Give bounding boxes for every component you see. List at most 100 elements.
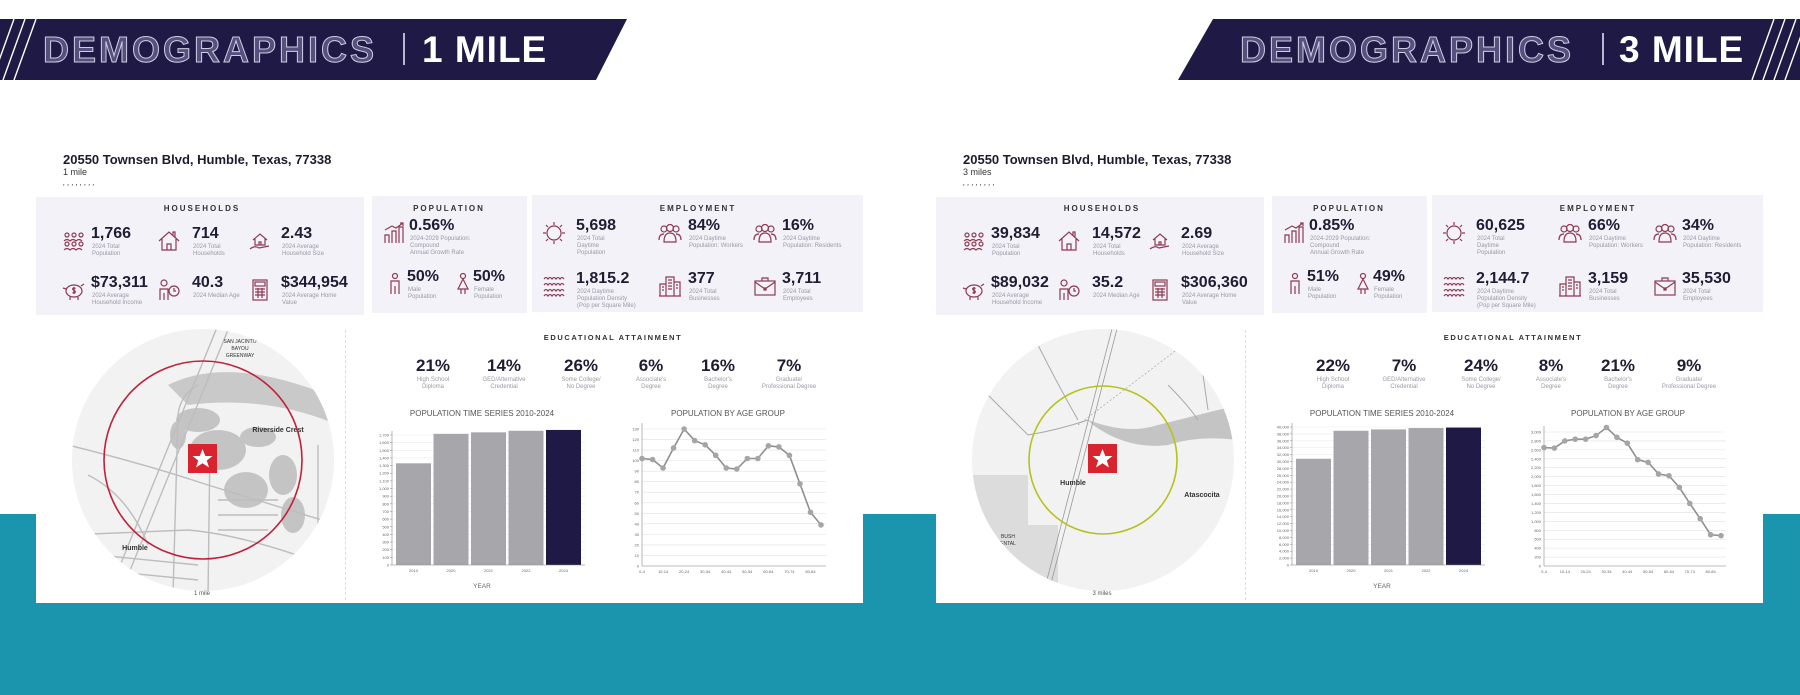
- employment-stat-value: 35,530: [1682, 270, 1731, 287]
- population-stat-value: 50%: [407, 268, 440, 285]
- map-water-body: [224, 472, 268, 508]
- radius-ring: [1028, 385, 1178, 535]
- households-stat-value: 35.2: [1092, 274, 1124, 291]
- population-stat-label: 2024-2029 Population: Compound Annual Gr…: [410, 236, 471, 256]
- employment-stat-value: 377: [688, 270, 715, 287]
- employment-stat-label: 2024 Total Daytime Population: [577, 236, 606, 256]
- education-value: 21%: [415, 356, 451, 375]
- male-icon: [1290, 272, 1300, 294]
- map-label: GREENWAY: [226, 353, 255, 359]
- map-road: [87, 474, 149, 546]
- employment-stat-label: 2024 Total Businesses: [689, 289, 720, 302]
- density-icon: [543, 276, 565, 298]
- map-label: SAN JACINTO: [224, 339, 257, 345]
- households-stat-value: 714: [192, 225, 219, 242]
- population-stat-value: 49%: [1373, 268, 1406, 285]
- households-stat-value: $73,311: [91, 274, 148, 291]
- map-river: [1202, 374, 1209, 411]
- education-label: High School Diploma: [1316, 377, 1350, 390]
- map-road: [172, 384, 199, 591]
- banner-separator: [403, 33, 405, 65]
- density-icon: [1443, 276, 1465, 298]
- group-icon: [658, 223, 682, 243]
- education-value: 26%: [563, 356, 599, 375]
- population-stat-value: 50%: [473, 268, 506, 285]
- employment-panel: [532, 195, 863, 312]
- households-stat-label: 2024 Total Population: [92, 244, 121, 257]
- population-stat-label: 2024-2029 Population: Compound Annual Gr…: [1310, 236, 1371, 256]
- education-label: GED/Alternative Credential: [482, 377, 526, 390]
- education-value: 22%: [1315, 356, 1351, 375]
- male-icon: [390, 272, 400, 294]
- households-stat-value: $306,360: [1181, 274, 1248, 291]
- employment-stat-label: 2024 Total Employees: [1683, 289, 1713, 302]
- lake-houston: [1088, 405, 1234, 446]
- piggy-bank-icon: [62, 283, 85, 300]
- calculator-icon: [1152, 279, 1168, 301]
- banner-separator: [1602, 33, 1604, 65]
- employment-stat-value: 66%: [1588, 217, 1621, 234]
- sun-icon: [543, 222, 565, 244]
- radius-label: 1 mile: [63, 167, 88, 177]
- map-label: BAYOU: [231, 346, 249, 352]
- hand-house-icon: [249, 233, 270, 250]
- employment-stat-value: 5,698: [576, 217, 617, 234]
- banner-radius: 3 MILE: [1619, 29, 1745, 70]
- households-stat-label: 2024 Average Household Size: [1182, 244, 1225, 257]
- map-road: [218, 499, 278, 531]
- house-icon: [1058, 231, 1080, 251]
- crowd-icon: [963, 232, 984, 251]
- education-value: 7%: [1391, 356, 1417, 375]
- map-water-body: [269, 455, 297, 495]
- employment-panel: [1432, 195, 1763, 312]
- map-divider: [1245, 330, 1246, 600]
- map-label: Humble: [1060, 480, 1086, 487]
- employment-stat-label: 2024 Daytime Population: Residents: [1683, 236, 1742, 249]
- population-stat-label: Male Population: [1308, 287, 1337, 300]
- households-stat-value: 14,572: [1092, 225, 1141, 242]
- population-stat-label: Female Population: [474, 287, 503, 300]
- page-3-mile: 20550 Townsen Blvd, Humble, Texas, 77338…: [900, 0, 1800, 695]
- households-panel: [36, 197, 364, 315]
- population-stat-label: Male Population: [408, 287, 437, 300]
- employment-stat-value: 2,144.7: [1476, 270, 1530, 287]
- map-scale-label: 3 miles: [1092, 591, 1112, 597]
- households-stat-label: 2024 Total Households: [193, 244, 225, 257]
- line-chart-title: POPULATION BY AGE GROUP: [671, 409, 785, 418]
- banner-left-shape: [0, 19, 627, 80]
- employment-stat-value: 3,711: [782, 270, 822, 287]
- growth-chart-icon: [384, 222, 404, 243]
- households-stat-value: 40.3: [192, 274, 224, 291]
- person-clock-icon: [159, 279, 180, 300]
- female-icon: [457, 272, 469, 294]
- briefcase-icon: [1654, 277, 1676, 296]
- employment-stat-value: 1,815.2: [576, 270, 630, 287]
- education-label: High School Diploma: [416, 377, 450, 390]
- employment-stat-label: 2024 Daytime Population: Workers: [1589, 236, 1643, 249]
- address: 20550 Townsen Blvd, Humble, Texas, 77338: [63, 152, 332, 167]
- map-divider: [345, 330, 346, 600]
- growth-chart-icon: [1284, 222, 1304, 243]
- map-scale-label: 1 mile: [193, 591, 211, 597]
- households-stat-label: 2024 Average Household Income: [992, 293, 1043, 306]
- tick-marks: ,,,,,,,,: [963, 178, 997, 187]
- briefcase-icon: [754, 277, 776, 296]
- households-stat-label: 2024 Total Households: [1093, 244, 1125, 257]
- banner-right-stripes: [1751, 18, 1800, 81]
- map-label: Humble: [122, 545, 148, 552]
- crowd-icon: [63, 232, 84, 251]
- map-road: [107, 329, 219, 591]
- households-stat-value: 39,834: [991, 225, 1040, 242]
- address: 20550 Townsen Blvd, Humble, Texas, 77338: [963, 152, 1232, 167]
- education-value: 16%: [700, 356, 736, 375]
- population-stat-label: Female Population: [1374, 287, 1403, 300]
- education-value: 6%: [638, 356, 664, 375]
- house-icon: [158, 231, 180, 251]
- building-icon: [1559, 276, 1581, 297]
- households-stat-label: 2024 Average Home Value: [1182, 293, 1237, 306]
- map-water-body: [240, 427, 276, 447]
- education-label: Graduate/ Professional Degree: [1661, 377, 1717, 390]
